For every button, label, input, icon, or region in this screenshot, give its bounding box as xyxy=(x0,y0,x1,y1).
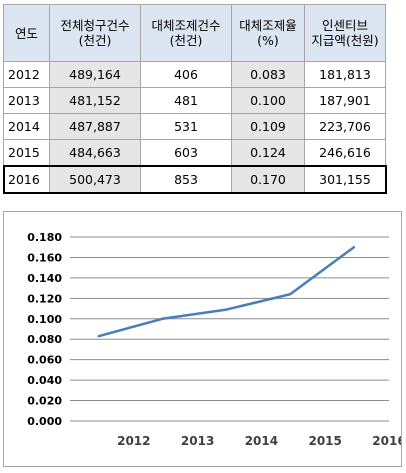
y-tick-label: 0.120 xyxy=(27,292,62,305)
header-incentive-label: 인센티브 지급액(천원) xyxy=(311,18,379,48)
cell-year: 2013 xyxy=(3,87,50,114)
cell-incentive: 181,813 xyxy=(304,61,386,88)
y-tick-label: 0.040 xyxy=(27,374,62,387)
cell-substitution-rate: 0.109 xyxy=(231,113,305,140)
cell-total-claims: 487,887 xyxy=(49,113,141,140)
cell-year: 2016 xyxy=(3,165,50,193)
table-row: 2015 484,663 603 0.124 246,616 xyxy=(3,139,386,166)
x-tick-label: 2013 xyxy=(181,434,214,448)
table-row: 2012 489,164 406 0.083 181,813 xyxy=(3,61,386,88)
table-row: 2013 481,152 481 0.100 187,901 xyxy=(3,87,386,114)
cell-substitution-count: 531 xyxy=(140,113,232,140)
data-point xyxy=(288,293,292,296)
x-tick-label: 2015 xyxy=(308,434,341,448)
header-year-label: 연도 xyxy=(14,25,38,41)
cell-incentive: 301,155 xyxy=(304,165,386,193)
cell-substitution-rate: 0.100 xyxy=(231,87,305,114)
data-table: 연도 전체청구건수 (천건) 대체조제건수 (천건) 대체조제율 (%) 인센티… xyxy=(3,4,386,193)
data-point xyxy=(352,246,356,249)
table-row-highlighted: 2016 500,473 853 0.170 301,155 xyxy=(3,165,386,193)
cell-substitution-count: 481 xyxy=(140,87,232,114)
header-total-claims-label: 전체청구건수 (천건) xyxy=(60,18,130,48)
x-tick-label: 2016 xyxy=(372,434,401,448)
cell-total-claims: 500,473 xyxy=(49,165,141,193)
cell-substitution-count: 406 xyxy=(140,61,232,88)
y-tick-label: 0.140 xyxy=(27,272,62,285)
header-incentive: 인센티브 지급액(천원) xyxy=(304,4,386,62)
cell-year: 2015 xyxy=(3,139,50,166)
header-substitution-count: 대체조제건수 (천건) xyxy=(140,4,232,62)
cell-total-claims: 481,152 xyxy=(49,87,141,114)
table-row: 2014 487,887 531 0.109 223,706 xyxy=(3,113,386,140)
x-tick-label: 2012 xyxy=(117,434,150,448)
data-point xyxy=(161,317,164,320)
y-tick-label: 0.100 xyxy=(27,313,62,326)
cell-incentive: 187,901 xyxy=(304,87,386,114)
cell-total-claims: 489,164 xyxy=(49,61,141,88)
table-header-row: 연도 전체청구건수 (천건) 대체조제건수 (천건) 대체조제율 (%) 인센티… xyxy=(3,4,386,62)
y-tick-label: 0.000 xyxy=(27,415,62,428)
data-point xyxy=(97,334,100,338)
cell-substitution-rate: 0.170 xyxy=(231,165,305,193)
y-tick-label: 0.080 xyxy=(27,333,62,346)
cell-incentive: 246,616 xyxy=(304,139,386,166)
line-chart: 0.180 0.160 0.140 0.120 0.100 0.080 0.060 0.040… xyxy=(3,211,406,467)
cell-substitution-rate: 0.124 xyxy=(231,139,305,166)
y-tick-label: 0.020 xyxy=(27,395,62,408)
cell-incentive: 223,706 xyxy=(304,113,386,140)
header-total-claims: 전체청구건수 (천건) xyxy=(49,4,141,62)
cell-substitution-count: 853 xyxy=(140,165,232,193)
cell-year: 2012 xyxy=(3,61,50,88)
cell-substitution-count: 603 xyxy=(140,139,232,166)
header-substitution-rate: 대체조제율 (%) xyxy=(231,4,305,62)
cell-total-claims: 484,663 xyxy=(49,139,141,166)
header-year: 연도 xyxy=(3,4,50,62)
y-tick-label: 0.060 xyxy=(27,354,62,367)
header-substitution-count-label: 대체조제건수 (천건) xyxy=(151,18,221,48)
series-line xyxy=(98,246,355,338)
header-substitution-rate-label: 대체조제율 (%) xyxy=(239,18,297,48)
x-tick-label: 2014 xyxy=(245,434,278,448)
cell-substitution-rate: 0.083 xyxy=(231,61,305,88)
y-tick-label: 0.160 xyxy=(27,251,62,264)
cell-year: 2014 xyxy=(3,113,50,140)
line-chart-svg: 0.180 0.160 0.140 0.120 0.100 0.080 0.060 0.040… xyxy=(27,231,406,448)
y-tick-label: 0.180 xyxy=(27,231,62,244)
data-point xyxy=(225,308,228,311)
